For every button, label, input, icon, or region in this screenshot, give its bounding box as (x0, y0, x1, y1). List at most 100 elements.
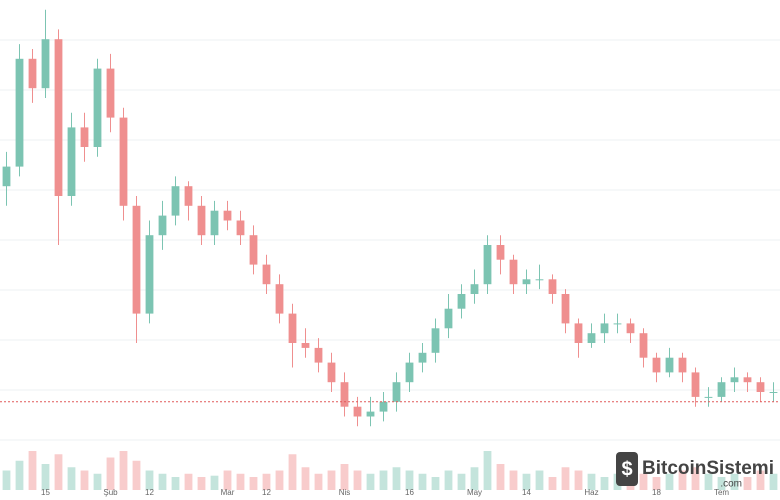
candle-body (262, 264, 271, 285)
candle-body (743, 377, 752, 383)
candle-body (158, 215, 167, 236)
candle-body (652, 357, 661, 373)
candle-body (756, 382, 765, 392)
volume-bar (769, 473, 778, 490)
x-tick-label: 12 (262, 488, 271, 497)
candle-body (132, 205, 141, 314)
volume-bar (106, 457, 115, 490)
volume-bar (379, 470, 388, 490)
volume-bar (236, 473, 245, 490)
candle-body (470, 284, 479, 294)
candle-body (379, 401, 388, 412)
x-tick-label: Tem (714, 488, 729, 497)
volume-bar (119, 451, 128, 490)
volume-bar (301, 467, 310, 490)
volume-bar (67, 467, 76, 490)
candle-body (171, 186, 180, 216)
x-tick-label: Nis (339, 488, 351, 497)
volume-bar (496, 464, 505, 490)
x-tick-label: May (467, 488, 482, 497)
volume-bar (405, 470, 414, 490)
candle-body (275, 284, 284, 314)
candle-body (340, 382, 349, 407)
candle-body (678, 357, 687, 373)
volume-bar (704, 473, 713, 490)
volume-bar (262, 473, 271, 490)
candle-body (106, 68, 115, 118)
candle-body (184, 186, 193, 206)
volume-bar (600, 477, 609, 490)
logo-icon (616, 452, 638, 486)
candle-body (665, 357, 674, 373)
volume-bar (275, 470, 284, 490)
logo-symbol: $ (621, 458, 632, 480)
volume-bar (535, 470, 544, 490)
candle-body (574, 323, 583, 343)
candle-body (301, 343, 310, 348)
candle-body (67, 127, 76, 196)
volume-bar (288, 454, 297, 490)
volume-bar (2, 470, 11, 490)
candle-body (639, 333, 648, 358)
volume-bar (522, 473, 531, 490)
candle-body (327, 362, 336, 383)
candle-body (197, 205, 206, 236)
volume-bar (93, 473, 102, 490)
candle-body (288, 313, 297, 343)
candle-body (613, 323, 622, 325)
candle-body (522, 279, 531, 285)
volume-bar (353, 470, 362, 490)
volume-bar (314, 473, 323, 490)
volume-bar (41, 464, 50, 490)
candle-body (483, 245, 492, 285)
candle-body (392, 382, 401, 402)
volume-bar (184, 473, 193, 490)
candle-body (28, 58, 37, 89)
candle-body (15, 58, 24, 167)
volume-bar (509, 470, 518, 490)
candle-body (145, 235, 154, 314)
volume-bar (418, 473, 427, 490)
candle-body (548, 279, 557, 294)
candle-body (704, 396, 713, 398)
candle-body (626, 323, 635, 334)
volume-bar (366, 473, 375, 490)
candle-body (353, 406, 362, 417)
x-tick-label: Haz (584, 488, 598, 497)
x-tick-label: 12 (145, 488, 154, 497)
candle-body (210, 210, 219, 236)
watermark: $ BitcoinSistemi .com (616, 452, 774, 490)
volume-bar (587, 473, 596, 490)
candle-body (600, 323, 609, 334)
volume-bar (392, 467, 401, 490)
candle-body (405, 362, 414, 383)
volume-bar (171, 477, 180, 490)
candle-body (119, 117, 128, 206)
volume-bar (249, 477, 258, 490)
x-tick-label: Şub (103, 488, 118, 497)
volume-bar (145, 470, 154, 490)
candle-body (418, 352, 427, 363)
volume-bar (561, 467, 570, 490)
volume-bar (223, 470, 232, 490)
candle-body (2, 166, 11, 187)
candle-body (249, 235, 258, 265)
volume-bar (431, 477, 440, 490)
x-tick-label: 16 (405, 488, 414, 497)
volume-bar (158, 473, 167, 490)
volume-bar (574, 470, 583, 490)
grid (0, 39, 780, 441)
candle-body (223, 210, 232, 221)
volume-bar (210, 475, 219, 490)
volume-bar (548, 477, 557, 490)
x-tick-label: 18 (652, 488, 661, 497)
candle-body (769, 392, 778, 393)
volume-bar (80, 470, 89, 490)
watermark-name: BitcoinSistemi (642, 458, 774, 479)
watermark-suffix: .com (720, 479, 742, 490)
x-tick-label: 15 (41, 488, 50, 497)
volume-bar (444, 470, 453, 490)
volume-bar (639, 473, 648, 490)
x-tick-label: Mar (221, 488, 235, 497)
